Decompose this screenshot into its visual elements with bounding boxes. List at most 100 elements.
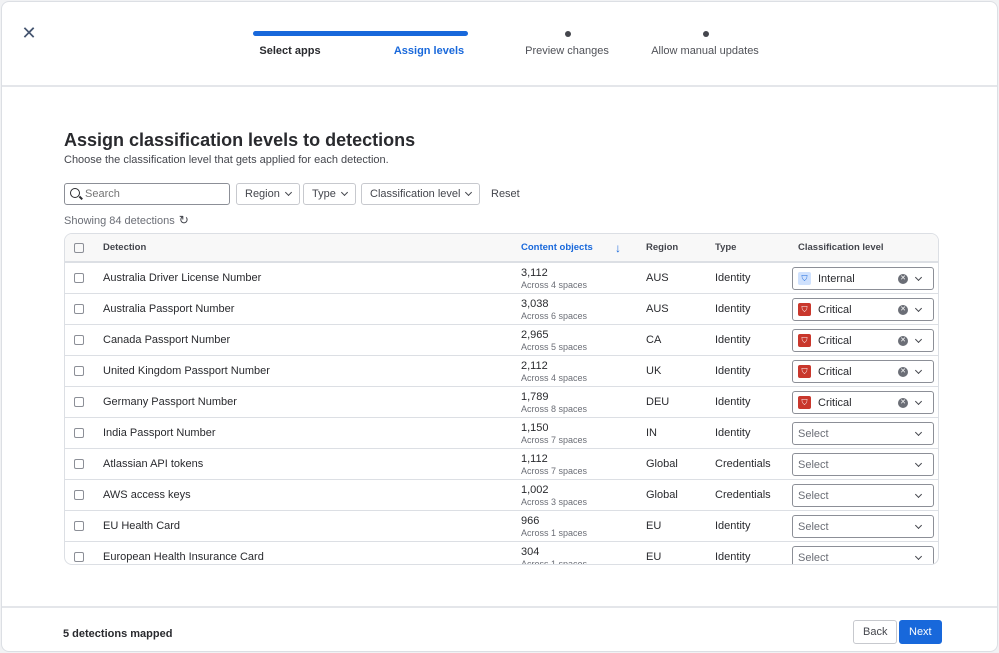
content-objects: 966 Across 1 spaces bbox=[521, 515, 587, 538]
content-objects: 304 Across 1 spaces bbox=[521, 546, 588, 565]
detection-name: AWS access keys bbox=[103, 489, 191, 501]
classification-select[interactable]: ⛉ Critical ✕ bbox=[792, 298, 934, 321]
content-objects: 2,112 Across 4 spaces bbox=[521, 360, 587, 383]
region: EU bbox=[646, 520, 662, 532]
type: Identity bbox=[715, 520, 751, 532]
row-checkbox[interactable] bbox=[74, 459, 84, 469]
mapped-count: 5 detections mapped bbox=[63, 628, 173, 640]
type-filter[interactable]: Type bbox=[303, 183, 356, 205]
content-objects: 1,789 Across 8 spaces bbox=[521, 391, 587, 414]
page-title: Assign classification levels to detectio… bbox=[64, 130, 416, 150]
classification-select[interactable]: ⛉ Critical ✕ bbox=[792, 391, 934, 414]
content-count: 2,965 bbox=[521, 329, 549, 341]
detection-name: Germany Passport Number bbox=[103, 396, 237, 408]
col-classification[interactable]: Classification level bbox=[798, 242, 884, 253]
chevron-down-icon bbox=[914, 459, 923, 468]
step-preview-changes: Preview changes bbox=[525, 45, 609, 57]
select-placeholder: Select bbox=[798, 520, 829, 533]
progress-bar bbox=[253, 31, 468, 36]
col-content-objects[interactable]: Content objects bbox=[521, 242, 593, 253]
refresh-icon[interactable]: ↻ bbox=[178, 213, 189, 227]
region: IN bbox=[646, 427, 657, 439]
classification-select[interactable]: Select bbox=[792, 453, 934, 476]
shield-icon: ⛉ bbox=[798, 334, 811, 347]
classification-select[interactable]: Select bbox=[792, 515, 934, 538]
content-count: 3,112 bbox=[521, 267, 548, 279]
back-button[interactable]: Back bbox=[853, 620, 898, 644]
row-checkbox[interactable] bbox=[74, 490, 84, 500]
spaces-count: Across 5 spaces bbox=[521, 342, 588, 352]
row-checkbox[interactable] bbox=[74, 521, 84, 531]
results-count: Showing 84 detections ↻ bbox=[64, 213, 189, 227]
region-filter[interactable]: Region bbox=[236, 183, 300, 205]
sort-arrow-down-icon[interactable]: ↓ bbox=[615, 240, 621, 255]
classification-value: Critical bbox=[818, 303, 852, 316]
classification-select[interactable]: ⛉ Critical ✕ bbox=[792, 360, 934, 383]
shield-icon: ⛉ bbox=[798, 272, 811, 285]
table-row: European Health Insurance Card 304 Across… bbox=[65, 542, 938, 565]
close-icon[interactable]: ✕ bbox=[21, 23, 37, 43]
chevron-down-icon bbox=[914, 428, 923, 437]
row-checkbox[interactable] bbox=[74, 304, 84, 314]
classification-select[interactable]: Select bbox=[792, 422, 934, 445]
classification-select[interactable]: Select bbox=[792, 484, 934, 507]
reset-button[interactable]: Reset bbox=[491, 188, 520, 200]
table-row: AWS access keys 1,002 Across 3 spaces Glo… bbox=[65, 480, 938, 511]
chevron-down-icon bbox=[340, 188, 348, 197]
next-button[interactable]: Next bbox=[899, 620, 942, 644]
spaces-count: Across 1 spaces bbox=[521, 528, 588, 538]
classification-select[interactable]: ⛉ Critical ✕ bbox=[792, 329, 934, 352]
table-row: United Kingdom Passport Number 2,112 Acro… bbox=[65, 356, 938, 387]
type: Identity bbox=[715, 303, 751, 315]
detections-table: Detection Content objects ↓ Region Type … bbox=[64, 233, 939, 565]
clear-icon[interactable]: ✕ bbox=[898, 336, 908, 346]
clear-icon[interactable]: ✕ bbox=[898, 398, 908, 408]
select-placeholder: Select bbox=[798, 489, 829, 502]
type: Credentials bbox=[715, 489, 771, 501]
select-all-checkbox[interactable] bbox=[74, 242, 84, 253]
region: AUS bbox=[646, 272, 669, 284]
detection-name: Australia Passport Number bbox=[103, 303, 235, 315]
content-count: 1,002 bbox=[521, 484, 549, 496]
classification-value: Internal bbox=[818, 272, 855, 285]
table-header: Detection Content objects ↓ Region Type … bbox=[65, 234, 938, 263]
row-checkbox[interactable] bbox=[74, 335, 84, 345]
detection-name: European Health Insurance Card bbox=[103, 551, 264, 563]
col-detection[interactable]: Detection bbox=[103, 242, 147, 253]
chevron-down-icon bbox=[914, 366, 923, 375]
content-count: 1,112 bbox=[521, 453, 548, 465]
detection-name: United Kingdom Passport Number bbox=[103, 365, 270, 377]
col-region[interactable]: Region bbox=[646, 242, 679, 253]
classification-filter-label: Classification level bbox=[370, 188, 461, 200]
chevron-down-icon bbox=[914, 521, 923, 530]
clear-icon[interactable]: ✕ bbox=[898, 367, 908, 377]
region: Global bbox=[646, 458, 678, 470]
table-row: Australia Passport Number 3,038 Across 6 … bbox=[65, 294, 938, 325]
chevron-down-icon bbox=[914, 335, 923, 344]
spaces-count: Across 3 spaces bbox=[521, 497, 588, 507]
row-checkbox[interactable] bbox=[74, 397, 84, 407]
row-checkbox[interactable] bbox=[74, 428, 84, 438]
row-checkbox[interactable] bbox=[74, 273, 84, 283]
spaces-count: Across 1 spaces bbox=[521, 559, 588, 565]
classification-select[interactable]: Select bbox=[792, 546, 934, 564]
clear-icon[interactable]: ✕ bbox=[898, 274, 908, 284]
detection-name: India Passport Number bbox=[103, 427, 216, 439]
shield-icon: ⛉ bbox=[798, 303, 811, 316]
row-checkbox[interactable] bbox=[74, 552, 84, 562]
chevron-down-icon bbox=[284, 188, 292, 197]
table-row: Germany Passport Number 1,789 Across 8 sp… bbox=[65, 387, 938, 418]
region: Global bbox=[646, 489, 678, 501]
classification-select[interactable]: ⛉ Internal ✕ bbox=[792, 267, 934, 290]
classification-filter[interactable]: Classification level bbox=[361, 183, 481, 205]
search-input[interactable] bbox=[64, 183, 230, 205]
content-count: 3,038 bbox=[521, 298, 549, 310]
col-type[interactable]: Type bbox=[715, 242, 737, 253]
detection-name: Australia Driver License Number bbox=[103, 272, 262, 284]
region: DEU bbox=[646, 396, 670, 408]
row-checkbox[interactable] bbox=[74, 366, 84, 376]
content-objects: 1,112 Across 7 spaces bbox=[521, 453, 587, 476]
type: Identity bbox=[715, 427, 751, 439]
clear-icon[interactable]: ✕ bbox=[898, 305, 908, 315]
